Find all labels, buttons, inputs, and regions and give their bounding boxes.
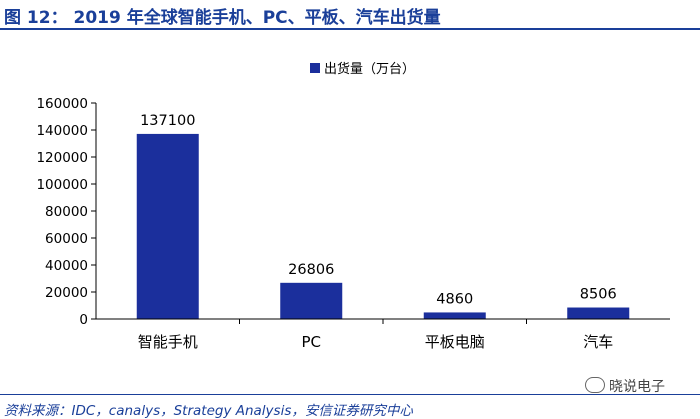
data-label: 137100 xyxy=(140,113,195,129)
y-tick-label: 60000 xyxy=(45,231,88,247)
y-tick-label: 140000 xyxy=(36,123,88,139)
bars-group xyxy=(136,133,630,319)
data-label: 8506 xyxy=(580,287,617,303)
x-axis: 智能手机 PC 平板电脑 汽车 xyxy=(96,318,670,351)
source-note: 资料来源：IDC，canalys，Strategy Analysis，安信证券研… xyxy=(4,403,413,419)
bar xyxy=(423,312,486,319)
x-tick-label: 智能手机 xyxy=(138,333,198,351)
y-tick-label: 20000 xyxy=(45,285,88,301)
legend-swatch xyxy=(310,63,320,73)
data-label: 4860 xyxy=(436,291,473,307)
legend: 出货量（万台） xyxy=(310,61,415,77)
y-tick-label: 0 xyxy=(79,312,88,328)
watermark-text: 晓说电子 xyxy=(609,379,665,395)
y-tick-label: 120000 xyxy=(36,150,88,166)
y-tick-label: 80000 xyxy=(45,204,88,220)
bar xyxy=(567,307,630,319)
wechat-icon xyxy=(585,377,605,393)
bar xyxy=(280,282,343,319)
bar xyxy=(136,133,199,319)
x-tick-label: 汽车 xyxy=(583,333,613,351)
watermark: 晓说电子 xyxy=(585,376,665,396)
y-axis: 0 20000 40000 60000 80000 100000 120000 140000 1… xyxy=(36,96,97,328)
footer-divider xyxy=(0,394,700,395)
title-divider xyxy=(0,28,700,30)
y-tick-label: 160000 xyxy=(36,96,88,112)
y-tick-label: 100000 xyxy=(36,177,88,193)
figure-title: 图 12： 2019 年全球智能手机、PC、平板、汽车出货量 xyxy=(4,8,441,28)
y-tick-label: 40000 xyxy=(45,258,88,274)
legend-label: 出货量（万台） xyxy=(324,61,415,77)
x-tick-label: 平板电脑 xyxy=(425,333,485,351)
bar-chart: 出货量（万台） 0 20000 40000 60000 80000 100000 12000… xyxy=(36,61,670,351)
x-tick-label: PC xyxy=(301,333,321,351)
data-labels-group: 137100 26806 4860 8506 xyxy=(140,113,617,308)
data-label: 26806 xyxy=(288,262,334,278)
